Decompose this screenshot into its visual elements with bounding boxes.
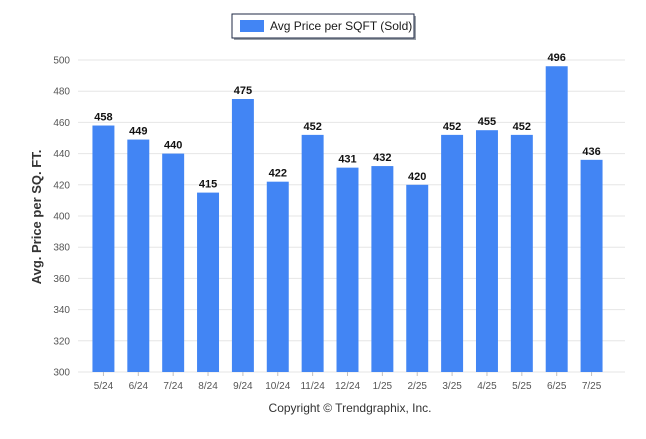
x-tick-label: 5/24 (94, 381, 114, 392)
x-tick-label: 6/25 (547, 381, 567, 392)
bars (92, 66, 603, 373)
data-label: 455 (478, 116, 496, 128)
x-tick-label: 6/24 (129, 381, 149, 392)
y-axis-ticks: 300 320 340 360 380 400 420 440 460 480 500 (53, 56, 70, 379)
bar-6-24 (127, 139, 150, 372)
copyright-text: Copyright © Trendgraphix, Inc. (269, 401, 432, 415)
bar-1-25 (371, 166, 394, 372)
x-tick-label: 7/25 (582, 381, 602, 392)
y-tick-label: 400 (53, 212, 70, 223)
x-tick-label: 1/25 (373, 381, 393, 392)
data-label: 440 (164, 140, 182, 152)
x-tick-label: 5/25 (512, 381, 532, 392)
y-tick-label: 420 (53, 180, 70, 191)
data-label: 452 (303, 121, 321, 133)
bar-3-25 (441, 134, 464, 372)
bar-7-24 (162, 153, 185, 372)
y-tick-label: 500 (53, 56, 70, 67)
data-label: 422 (269, 168, 287, 180)
x-tick-label: 2/25 (407, 381, 427, 392)
legend-swatch (240, 20, 264, 32)
data-label: 420 (408, 171, 426, 183)
y-axis-title: Avg. Price per SQ. FT. (29, 150, 44, 285)
y-tick-label: 360 (53, 274, 70, 285)
bar-9-24 (231, 99, 254, 372)
data-label: 431 (338, 154, 356, 166)
data-label: 415 (199, 179, 217, 191)
bar-11-24 (301, 134, 324, 372)
x-tick-label: 7/24 (163, 381, 183, 392)
data-labels: 458 449 440 415 475 422 452 431 432 420 452 455 452 4… (94, 52, 600, 190)
bar-5-25 (510, 134, 533, 372)
y-tick-label: 300 (53, 368, 70, 379)
legend: Avg Price per SQFT (Sold) (231, 13, 416, 40)
data-label: 449 (129, 126, 147, 138)
y-tick-label: 320 (53, 336, 70, 347)
y-tick-label: 340 (53, 305, 70, 316)
bar-5-24 (92, 125, 115, 373)
legend-label: Avg Price per SQFT (Sold) (270, 19, 412, 33)
bar-10-24 (266, 181, 289, 372)
data-label: 432 (373, 152, 391, 164)
data-label: 458 (94, 112, 112, 124)
bar-2-25 (406, 184, 429, 372)
data-label: 452 (513, 121, 531, 133)
x-tick-label: 10/24 (265, 381, 290, 392)
data-label: 436 (582, 146, 600, 158)
data-label: 452 (443, 121, 461, 133)
x-tick-label: 11/24 (300, 381, 325, 392)
data-label: 496 (548, 52, 566, 64)
y-tick-label: 480 (53, 87, 70, 98)
x-tick-label: 4/25 (477, 381, 497, 392)
bar-4-25 (475, 130, 498, 372)
y-tick-label: 460 (53, 118, 70, 129)
y-tick-label: 380 (53, 243, 70, 254)
y-tick-label: 440 (53, 149, 70, 160)
x-tick-label: 8/24 (198, 381, 218, 392)
data-label: 475 (234, 85, 252, 97)
x-axis-ticks: 5/24 6/24 7/24 8/24 9/24 10/24 11/24 12/24 1/25 2… (94, 372, 602, 392)
bar-12-24 (336, 167, 359, 372)
bar-6-25 (545, 66, 568, 373)
x-tick-label: 9/24 (233, 381, 253, 392)
x-tick-label: 3/25 (442, 381, 462, 392)
x-tick-label: 12/24 (335, 381, 360, 392)
bar-8-24 (197, 192, 220, 372)
bar-7-25 (580, 159, 603, 372)
